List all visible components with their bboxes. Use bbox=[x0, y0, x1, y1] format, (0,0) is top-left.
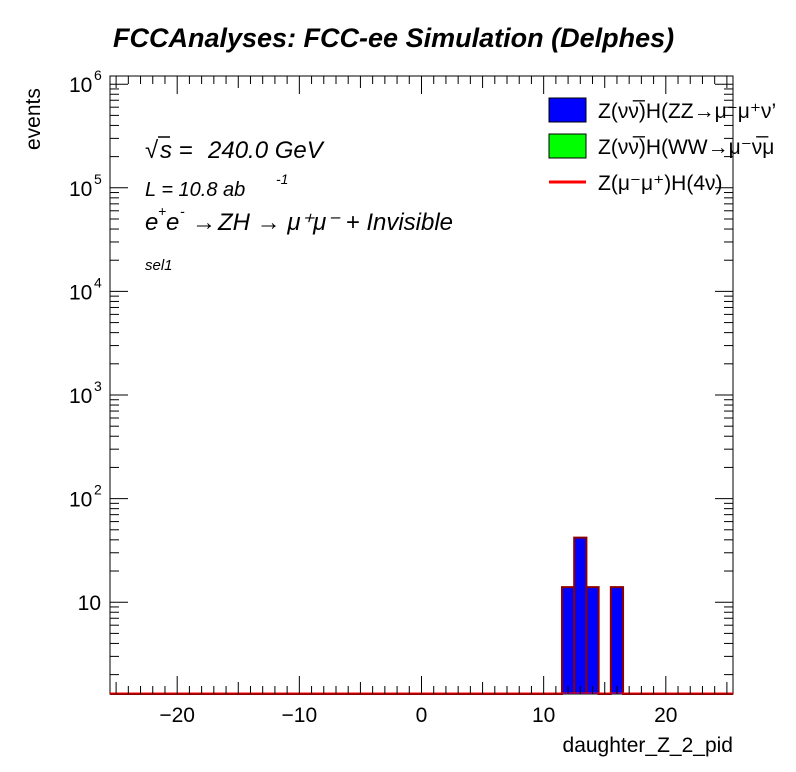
y-tick-exponent: 6 bbox=[94, 67, 102, 83]
legend-label-ww: Z(νν̅)H(WW→μ⁻ν̅μ bbox=[598, 136, 774, 159]
legend-label-4nu: Z(μ⁻μ⁺)H(4ν) bbox=[598, 172, 723, 195]
sqrt-s-annotation: √ s = 240.0 GeV bbox=[145, 136, 325, 164]
legend-entry-zz: Z(νν̅)H(ZZ→μ⁻μ⁺ν’ bbox=[548, 97, 776, 123]
plot-frame bbox=[109, 75, 734, 695]
svg-text:s =: s = bbox=[160, 137, 193, 164]
y-tick-label: 10 bbox=[69, 74, 92, 97]
legend-label-zz: Z(νν̅)H(ZZ→μ⁻μ⁺ν’ bbox=[598, 100, 776, 123]
process-label: ZH → μ⁺μ⁻ + Invisible bbox=[217, 209, 453, 236]
histogram-outline bbox=[110, 536, 733, 695]
luminosity-annotation: L = 10.8 ab -1 bbox=[145, 171, 288, 201]
y-tick-exponent: 5 bbox=[94, 171, 102, 187]
x-tick-label: 0 bbox=[416, 704, 428, 727]
legend-swatch-zz bbox=[548, 97, 587, 123]
x-axis-title: daughter_Z_2_pid bbox=[563, 734, 733, 757]
chart-title: FCCAnalyses: FCC-ee Simulation (Delphes) bbox=[113, 23, 674, 53]
svg-text:√: √ bbox=[145, 137, 159, 164]
y-tick-label: 10 bbox=[69, 281, 92, 304]
legend: Z(νν̅)H(ZZ→μ⁻μ⁺ν’ Z(νν̅)H(WW→μ⁻ν̅μ Z(μ⁻μ… bbox=[548, 97, 776, 195]
svg-text:e: e bbox=[145, 209, 158, 236]
y-tick-exponent: 4 bbox=[94, 274, 102, 290]
svg-text:L = 10.8 ab: L = 10.8 ab bbox=[145, 179, 245, 201]
legend-entry-ww: Z(νν̅)H(WW→μ⁻ν̅μ bbox=[548, 133, 774, 159]
y-tick-label: 10 bbox=[69, 489, 92, 512]
histogram-bar-3 bbox=[610, 587, 624, 694]
y-axis-title: events bbox=[22, 88, 45, 150]
x-tick-label: −10 bbox=[282, 704, 318, 727]
svg-text:-: - bbox=[180, 203, 185, 219]
x-tick-label: 20 bbox=[654, 704, 677, 727]
histogram-bar-1 bbox=[574, 537, 587, 694]
svg-text:-1: -1 bbox=[276, 171, 288, 187]
y-tick-label: 10 bbox=[69, 178, 92, 201]
x-tick-label: −20 bbox=[159, 704, 195, 727]
y-tick-exponent: 2 bbox=[94, 482, 102, 498]
x-tick-label: 10 bbox=[532, 704, 555, 727]
y-tick-label: 10 bbox=[69, 385, 92, 408]
legend-entry-4nu: Z(μ⁻μ⁺)H(4ν) bbox=[549, 172, 723, 195]
legend-swatch-ww bbox=[548, 133, 587, 159]
histogram-bar-2 bbox=[586, 587, 599, 694]
svg-text:+: + bbox=[158, 203, 166, 219]
annotation-block: √ s = 240.0 GeV L = 10.8 ab -1 e + e - →… bbox=[145, 136, 453, 274]
process-annotation: e + e - → ZH → μ⁺μ⁻ + Invisible bbox=[145, 203, 453, 236]
sqrt-s-value: 240.0 GeV bbox=[207, 137, 325, 164]
selection-label: sel1 bbox=[145, 257, 173, 274]
histogram-bar-0 bbox=[561, 587, 575, 694]
y-tick-exponent: 3 bbox=[94, 378, 102, 394]
svg-text:e: e bbox=[166, 209, 179, 236]
svg-text:→: → bbox=[192, 209, 216, 236]
y-tick-label: 10 bbox=[78, 592, 101, 615]
